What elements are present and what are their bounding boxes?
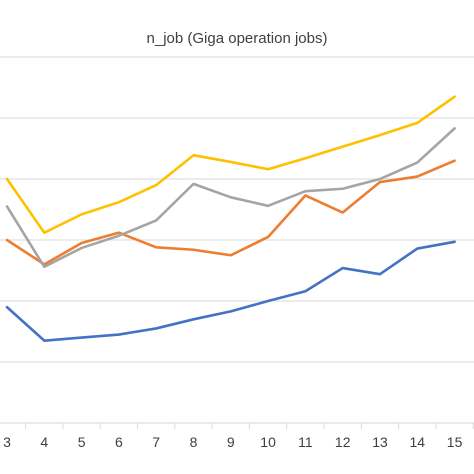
series-3 <box>5 127 456 269</box>
x-tick-label: 11 <box>298 434 313 450</box>
x-tick-label: 10 <box>260 434 276 450</box>
series-line <box>5 127 456 269</box>
x-tick-labels: 3 4 5 6 7 8 9 10 11 12 13 14 15 <box>3 434 462 450</box>
series-2 <box>5 159 456 266</box>
x-tick-label: 4 <box>40 434 48 450</box>
x-tick-label: 3 <box>3 434 11 450</box>
x-tick-label: 5 <box>78 434 86 450</box>
x-tick-label: 9 <box>227 434 235 450</box>
series-line <box>5 159 456 266</box>
x-tick-label: 14 <box>410 434 426 450</box>
x-tick-label: 8 <box>190 434 198 450</box>
x-tick-label: 12 <box>335 434 351 450</box>
series-line <box>5 95 456 234</box>
series-line <box>5 240 456 342</box>
series-4 <box>5 95 456 234</box>
chart-title: n_job (Giga operation jobs) <box>146 30 328 47</box>
series-lines <box>5 95 456 342</box>
x-tick-label: 6 <box>115 434 123 450</box>
series-1 <box>5 240 456 342</box>
x-tick-label: 13 <box>372 434 388 450</box>
x-tick-label: 7 <box>152 434 160 450</box>
x-tick-label: 15 <box>447 434 463 450</box>
gridlines <box>0 56 474 429</box>
